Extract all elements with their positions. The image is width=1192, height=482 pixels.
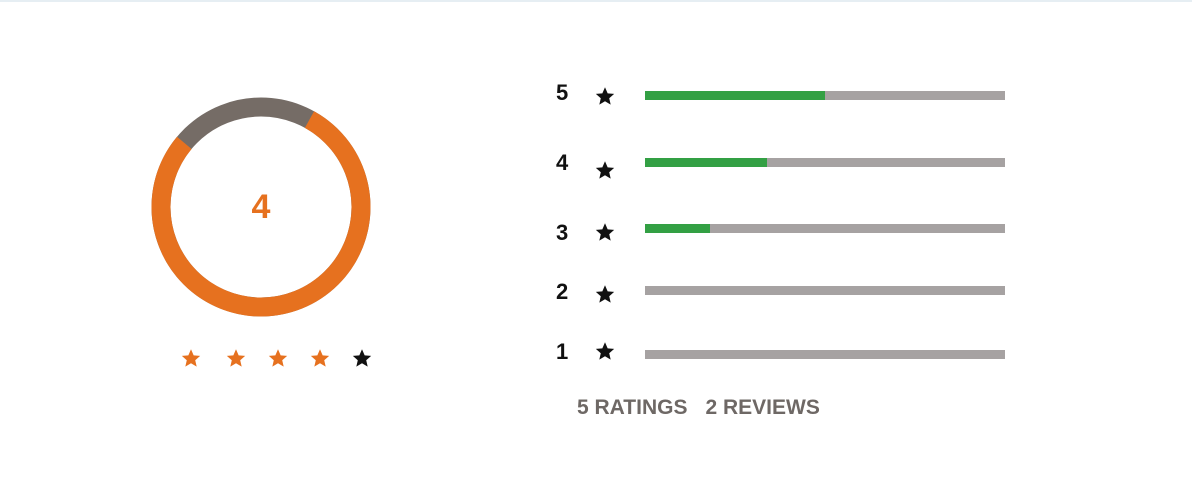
star-icon bbox=[595, 87, 615, 105]
star-icon bbox=[310, 349, 330, 367]
rating-row-label: 5 bbox=[556, 80, 569, 105]
ratings-totals: 5 RATINGS 2 REVIEWS bbox=[577, 396, 820, 420]
average-rating-gauge: 4 bbox=[150, 94, 372, 320]
star-icon bbox=[268, 349, 288, 367]
rating-bar-track bbox=[645, 286, 1005, 295]
rating-row-1[interactable]: 1 bbox=[556, 339, 1016, 373]
rating-bar-fill bbox=[645, 91, 825, 100]
average-rating-value: 4 bbox=[251, 187, 271, 226]
rating-row-4[interactable]: 4 bbox=[556, 150, 1016, 184]
ratings-count: 5 RATINGS bbox=[577, 396, 688, 419]
rating-bar-fill bbox=[645, 158, 768, 167]
rating-bar-track bbox=[645, 224, 1005, 233]
rating-row-label: 3 bbox=[556, 220, 569, 245]
star-icon bbox=[181, 349, 201, 367]
rating-bar-fill bbox=[645, 224, 710, 233]
rating-row-label: 4 bbox=[556, 150, 569, 175]
rating-row-3[interactable]: 3 bbox=[556, 220, 1016, 254]
rating-row-2[interactable]: 2 bbox=[556, 279, 1016, 313]
rating-row-label: 1 bbox=[556, 339, 569, 364]
star-icon bbox=[595, 161, 615, 179]
rating-bar-track bbox=[645, 91, 1005, 100]
rating-bar-track bbox=[645, 158, 1005, 167]
rating-bar-track bbox=[645, 350, 1005, 359]
star-icon bbox=[352, 349, 372, 367]
rating-row-5[interactable]: 5 bbox=[556, 80, 1016, 114]
average-star-row bbox=[180, 347, 380, 371]
reviews-count[interactable]: 2 REVIEWS bbox=[705, 396, 820, 419]
star-icon bbox=[595, 285, 615, 303]
gauge-ring bbox=[151, 97, 371, 317]
star-icon bbox=[226, 349, 246, 367]
star-icon bbox=[595, 342, 615, 360]
gauge-progress-arc bbox=[151, 97, 371, 317]
star-icon bbox=[595, 223, 615, 241]
rating-row-label: 2 bbox=[556, 279, 569, 304]
